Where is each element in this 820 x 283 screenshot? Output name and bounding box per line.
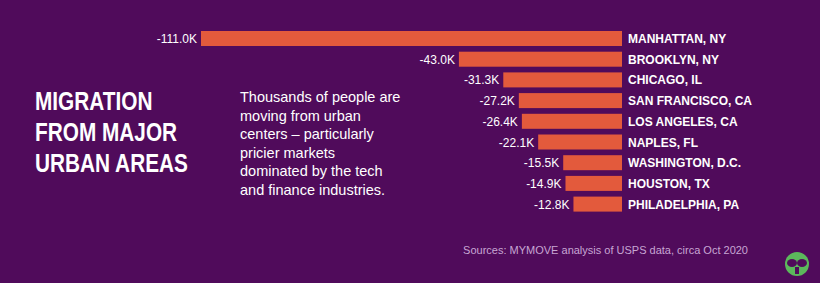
data-label: -22.1K [499, 136, 534, 150]
data-label: -15.5K [524, 156, 559, 170]
data-label: -14.9K [526, 177, 561, 191]
bar [522, 114, 622, 129]
bar [519, 93, 622, 108]
bar [565, 176, 622, 191]
chart: -111.0K MANHATTAN, NY -43.0K BROOKLYN, NY -3… [0, 0, 820, 283]
category-label: NAPLES, FL [628, 136, 698, 150]
logo-shape [797, 259, 807, 267]
subtitle: Thousands of people are moving from urba… [240, 88, 406, 200]
bar [573, 197, 622, 212]
title: MIGRATION FROM MAJOR URBAN AREAS [35, 86, 195, 179]
data-label: -43.0K [420, 53, 455, 67]
category-label: PHILADELPHIA, PA [628, 198, 739, 212]
data-label: -31.3K [464, 73, 499, 87]
category-label: LOS ANGELES, CA [628, 115, 738, 129]
data-label: -27.2K [479, 94, 514, 108]
logo-shape [787, 259, 797, 267]
category-label: SAN FRANCISCO, CA [628, 94, 752, 108]
logo-circle [785, 252, 809, 276]
category-label: HOUSTON, TX [628, 177, 710, 191]
bars [201, 31, 622, 212]
bar [563, 155, 622, 170]
category-label: CHICAGO, IL [628, 73, 702, 87]
category-label: WASHINGTON, D.C. [628, 156, 741, 170]
source: Sources: MYMOVE analysis of USPS data, c… [463, 244, 748, 256]
data-label: -111.0K [157, 32, 197, 46]
bar [503, 72, 622, 87]
category-label: BROOKLYN, NY [628, 53, 719, 67]
bar [201, 31, 622, 46]
data-label: -26.4K [483, 115, 518, 129]
data-label: -12.8K [534, 198, 569, 212]
category-label: MANHATTAN, NY [628, 32, 726, 46]
labels: -111.0K MANHATTAN, NY -43.0K BROOKLYN, NY -3… [157, 32, 753, 212]
bar [538, 135, 622, 150]
logo [785, 252, 809, 276]
bar [459, 52, 622, 67]
logo-shape [795, 267, 799, 274]
